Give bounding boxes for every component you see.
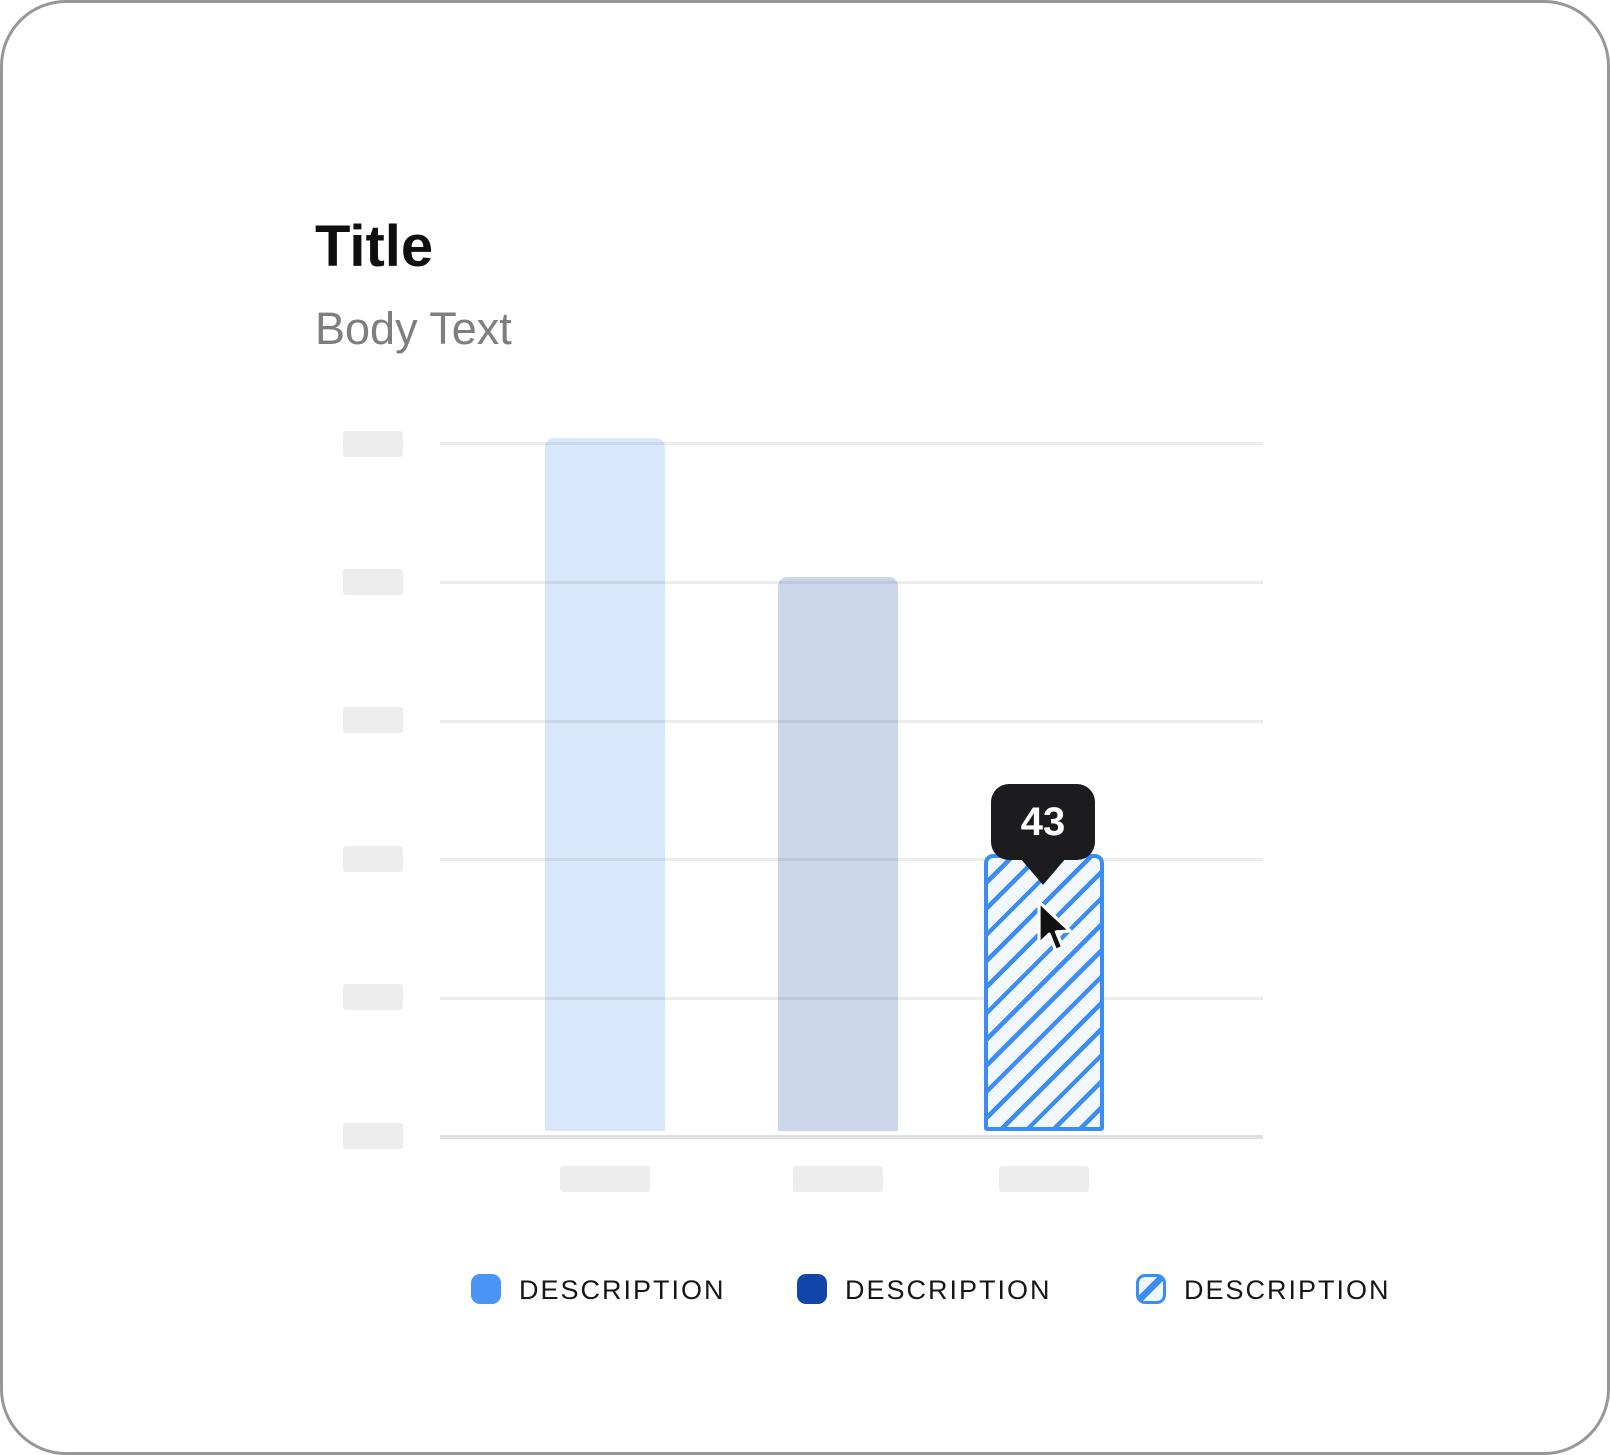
- legend-item-1[interactable]: DESCRIPTION: [471, 1272, 726, 1306]
- tooltip-value: 43: [1020, 799, 1066, 844]
- bar-series-2[interactable]: [778, 577, 898, 1131]
- gridline: [440, 997, 1263, 1000]
- y-tick-placeholder: [343, 1123, 403, 1149]
- legend-swatch-solid-blue-icon: [471, 1274, 501, 1304]
- gridline: [440, 581, 1263, 584]
- x-label-placeholder: [560, 1166, 650, 1192]
- legend-swatch-solid-dark-blue-icon: [797, 1274, 827, 1304]
- legend-label: DESCRIPTION: [845, 1274, 1052, 1305]
- legend-item-2[interactable]: DESCRIPTION: [797, 1272, 1052, 1306]
- y-tick-placeholder: [343, 431, 403, 457]
- x-axis-line: [440, 1135, 1263, 1139]
- legend-swatch-hatched-blue-icon: [1136, 1274, 1166, 1304]
- gridline: [440, 442, 1263, 445]
- y-tick-placeholder: [343, 569, 403, 595]
- page-title: Title: [315, 214, 434, 279]
- bar-series-1[interactable]: [545, 438, 665, 1131]
- value-tooltip: 43: [991, 784, 1095, 860]
- tooltip-arrow: [1020, 858, 1066, 885]
- legend-label: DESCRIPTION: [519, 1274, 726, 1305]
- x-label-placeholder: [999, 1166, 1089, 1192]
- y-tick-placeholder: [343, 984, 403, 1010]
- legend-label: DESCRIPTION: [1184, 1274, 1391, 1305]
- x-label-placeholder: [793, 1166, 883, 1192]
- body-text: Body Text: [315, 303, 512, 354]
- bar-series-3-hatched[interactable]: [984, 854, 1104, 1131]
- legend-item-3[interactable]: DESCRIPTION: [1136, 1272, 1391, 1306]
- gridline: [440, 858, 1263, 861]
- y-tick-placeholder: [343, 707, 403, 733]
- y-tick-placeholder: [343, 846, 403, 872]
- gridline: [440, 720, 1263, 723]
- mouse-cursor-icon: [1037, 900, 1072, 952]
